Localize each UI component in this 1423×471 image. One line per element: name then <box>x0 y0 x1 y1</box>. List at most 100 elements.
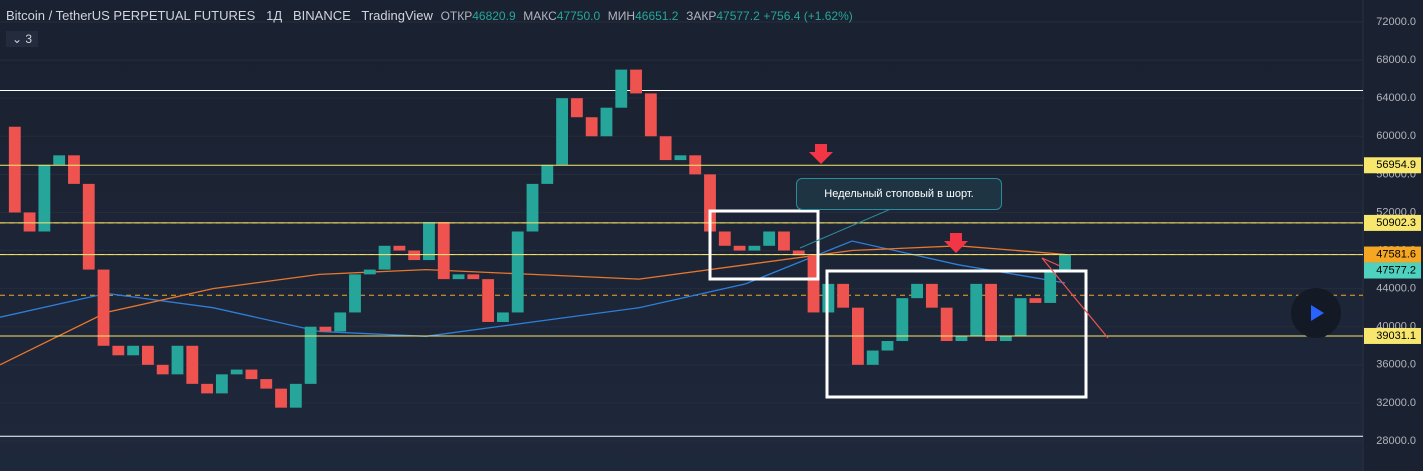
source: TradingView <box>361 8 433 23</box>
candle <box>1029 298 1042 303</box>
candle <box>363 269 376 275</box>
play-button[interactable] <box>1291 288 1341 338</box>
drawing <box>809 144 833 164</box>
price-axis <box>1363 0 1423 471</box>
candle <box>38 164 51 232</box>
indicators-toggle[interactable]: ⌄ 3 <box>6 31 39 47</box>
moving-average <box>0 245 1066 366</box>
candle <box>866 350 879 365</box>
candle <box>82 183 95 270</box>
candle <box>378 245 391 270</box>
candle <box>482 279 495 322</box>
candle <box>171 345 184 375</box>
exchange: BINANCE <box>292 8 351 23</box>
y-tick-label: 44000.0 <box>1376 283 1416 295</box>
candle <box>112 345 125 356</box>
drawing <box>799 204 901 249</box>
candle <box>837 283 850 308</box>
candle <box>437 221 450 280</box>
drawing <box>944 233 968 253</box>
candle <box>748 245 761 251</box>
y-tick-label: 28000.0 <box>1376 435 1416 447</box>
y-tick-label: 60000.0 <box>1376 130 1416 142</box>
candle <box>334 312 347 332</box>
drawing <box>708 209 820 281</box>
candle <box>1044 269 1057 303</box>
candle <box>955 336 968 342</box>
y-tick-label: 72000.0 <box>1376 16 1416 28</box>
candle <box>423 221 435 261</box>
annotation-callout[interactable]: Недельный стоповый в шорт. <box>796 178 1002 210</box>
price-label: 47577.2 <box>1376 264 1416 276</box>
y-tick-label: 64000.0 <box>1376 92 1416 104</box>
candle <box>999 336 1012 342</box>
candle <box>393 245 406 251</box>
candle <box>925 283 938 308</box>
candle <box>644 93 657 137</box>
candle <box>985 283 997 342</box>
candle <box>230 369 243 375</box>
candle <box>600 107 613 137</box>
change-value: +756.4 (+1.62%) <box>763 9 853 23</box>
high-value: 47750.0 <box>556 9 601 23</box>
price-label: 56954.9 <box>1376 159 1416 171</box>
open-label: ОТКР <box>440 9 473 23</box>
candle <box>511 231 524 313</box>
candle <box>1059 254 1071 270</box>
candle <box>68 155 80 184</box>
candle <box>497 312 509 322</box>
candle <box>275 388 287 408</box>
candle <box>778 231 790 251</box>
candle <box>970 283 983 337</box>
candle <box>585 117 598 137</box>
y-tick-label: 68000.0 <box>1376 54 1416 66</box>
interval[interactable]: 1Д <box>266 8 283 23</box>
candle <box>630 69 642 94</box>
candle <box>615 69 628 108</box>
candle <box>142 345 154 365</box>
y-tick-label: 36000.0 <box>1376 359 1416 371</box>
candle <box>940 307 953 342</box>
price-label-bg <box>1364 246 1421 263</box>
candle <box>186 345 199 384</box>
play-icon <box>1311 305 1324 321</box>
candle <box>215 374 228 394</box>
close-value: 47577.2 <box>716 9 760 23</box>
candle <box>53 155 66 165</box>
low-value: 46651.2 <box>635 9 679 23</box>
candle <box>674 155 687 161</box>
symbol[interactable]: Bitcoin / TetherUS PERPETUAL FUTURES <box>6 8 256 23</box>
high-label: МАКС <box>523 9 557 23</box>
candle <box>556 98 568 165</box>
price-label-bg <box>1364 214 1421 231</box>
candle <box>245 369 258 380</box>
price-label: 39031.1 <box>1376 330 1416 342</box>
price-label-bg <box>1364 262 1421 279</box>
candle <box>911 283 923 299</box>
candle <box>733 245 746 251</box>
price-label: 47581.6 <box>1376 248 1416 260</box>
candle <box>349 274 361 313</box>
candle <box>704 174 716 232</box>
candle <box>467 274 480 280</box>
candle <box>201 383 213 394</box>
close-label: ЗАКР <box>686 9 717 23</box>
open-value: 46820.9 <box>472 9 516 23</box>
candle <box>570 98 583 118</box>
candle <box>304 326 317 384</box>
candle <box>156 364 169 375</box>
candle <box>1014 298 1027 337</box>
candle <box>97 269 110 346</box>
y-tick-label: 32000.0 <box>1376 397 1416 409</box>
candle <box>289 383 302 408</box>
indicators-count: 3 <box>25 32 33 46</box>
candle <box>319 326 332 332</box>
candle <box>8 126 21 213</box>
candle <box>807 255 820 313</box>
candle <box>23 212 36 232</box>
candle <box>408 250 421 261</box>
candle <box>526 183 539 232</box>
candle <box>260 379 273 389</box>
drawing <box>825 269 1088 399</box>
